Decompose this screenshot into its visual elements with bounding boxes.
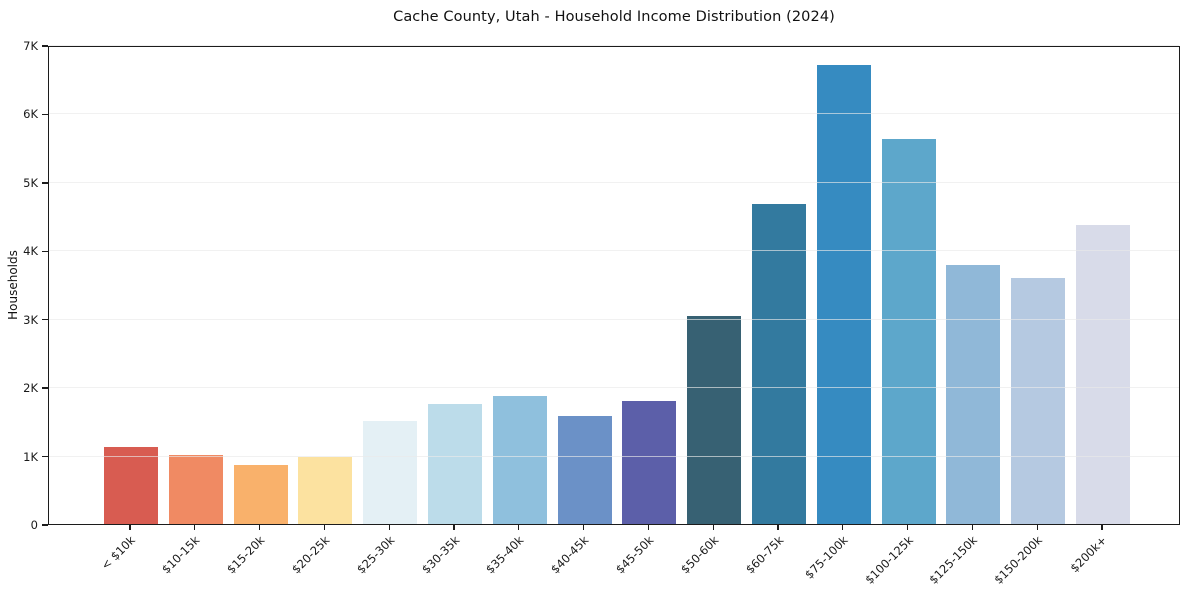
- y-tick-label-4K: 4K: [23, 244, 38, 259]
- y-tick-mark-5K: [42, 182, 48, 184]
- x-tick-label-$20-25k: $20-25k: [288, 533, 333, 577]
- y-tick-mark-3K: [42, 319, 48, 321]
- gridline-3000: [49, 318, 1179, 320]
- bar-$40-45k: [557, 415, 612, 524]
- x-tick-mark-< $10k: [129, 525, 131, 530]
- bar-$150-200k: [1011, 278, 1066, 524]
- x-tick-mark-$45-50k: [647, 525, 650, 530]
- y-tick-label-0: 0: [30, 518, 38, 532]
- gridline-5000: [49, 181, 1179, 183]
- bar-$50-60k: [687, 315, 742, 524]
- bar-< $10k: [104, 446, 158, 524]
- y-tick-mark-7K: [42, 45, 48, 47]
- x-tick-mark-$35-40k: [518, 525, 520, 530]
- bar-$100-125k: [881, 139, 936, 524]
- y-tick-label-5K: 5K: [23, 175, 38, 190]
- x-tick-mark-$150-200k: [1036, 525, 1038, 530]
- y-tick-label-2K: 2K: [23, 381, 38, 396]
- gridline-4000: [49, 250, 1179, 252]
- chart-title: Cache County, Utah - Household Income Di…: [393, 9, 835, 25]
- y-tick-label-7K: 7K: [23, 39, 38, 53]
- x-tick-mark-$10-15k: [194, 525, 196, 530]
- bar-$20-25k: [298, 456, 353, 524]
- x-tick-label-$15-20k: $15-20k: [224, 533, 268, 577]
- x-tick-mark-$40-45k: [582, 525, 585, 530]
- bar-$200k+: [1076, 224, 1130, 524]
- bar-$30-35k: [428, 403, 482, 524]
- bar-$125-150k: [946, 265, 1001, 524]
- gridline-2000: [49, 387, 1179, 389]
- x-tick-mark-$30-35k: [453, 525, 455, 530]
- x-tick-mark-$20-25k: [323, 525, 326, 530]
- x-tick-label-$125-150k: $125-150k: [926, 533, 981, 587]
- x-tick-label-$40-45k: $40-45k: [548, 533, 592, 577]
- x-tick-label-$60-75k: $60-75k: [742, 533, 786, 577]
- x-tick-label-$10-15k: $10-15k: [159, 533, 203, 577]
- plot-area: [48, 45, 1180, 525]
- x-tick-label-$100-125k: $100-125k: [861, 533, 916, 587]
- x-tick-mark-$60-75k: [777, 525, 779, 530]
- y-tick-mark-1K: [42, 455, 48, 458]
- y-tick-mark-6K: [42, 113, 48, 116]
- x-tick-label-$30-35k: $30-35k: [418, 533, 462, 577]
- x-tick-mark-$125-150k: [971, 525, 974, 530]
- y-tick-label-1K: 1K: [23, 449, 38, 464]
- x-tick-mark-$75-100k: [842, 525, 844, 530]
- gridline-6000: [49, 113, 1179, 115]
- bar-$45-50k: [622, 400, 677, 524]
- x-tick-label-$45-50k: $45-50k: [612, 533, 657, 577]
- x-tick-mark-$100-125k: [906, 525, 909, 530]
- bar-$35-40k: [492, 396, 547, 524]
- y-tick-label-3K: 3K: [23, 312, 38, 327]
- x-tick-label-$150-200k: $150-200k: [991, 533, 1046, 587]
- x-tick-label-$50-60k: $50-60k: [677, 533, 722, 577]
- x-tick-label-< $10k: < $10k: [98, 533, 138, 573]
- gridline-1000: [49, 455, 1179, 457]
- x-tick-label-$25-30k: $25-30k: [353, 533, 398, 577]
- y-tick-mark-2K: [42, 387, 48, 389]
- bar-$15-20k: [233, 465, 288, 524]
- x-tick-mark-$15-20k: [258, 525, 261, 530]
- gridline-7000: [49, 45, 1179, 46]
- bar-$75-100k: [816, 64, 871, 524]
- x-tick-label-$35-40k: $35-40k: [483, 533, 527, 577]
- bar-$10-15k: [168, 454, 223, 524]
- bar-$25-30k: [363, 420, 418, 524]
- x-tick-mark-$200k+: [1101, 525, 1103, 530]
- x-tick-label-$200k+: $200k+: [1067, 533, 1110, 576]
- y-tick-mark-0: [42, 524, 48, 526]
- y-tick-label-6K: 6K: [23, 107, 38, 122]
- x-tick-mark-$25-30k: [388, 525, 390, 530]
- y-tick-mark-4K: [42, 250, 48, 252]
- x-tick-mark-$50-60k: [712, 525, 714, 530]
- bar-$60-75k: [752, 203, 806, 524]
- x-tick-label-$75-100k: $75-100k: [802, 533, 851, 582]
